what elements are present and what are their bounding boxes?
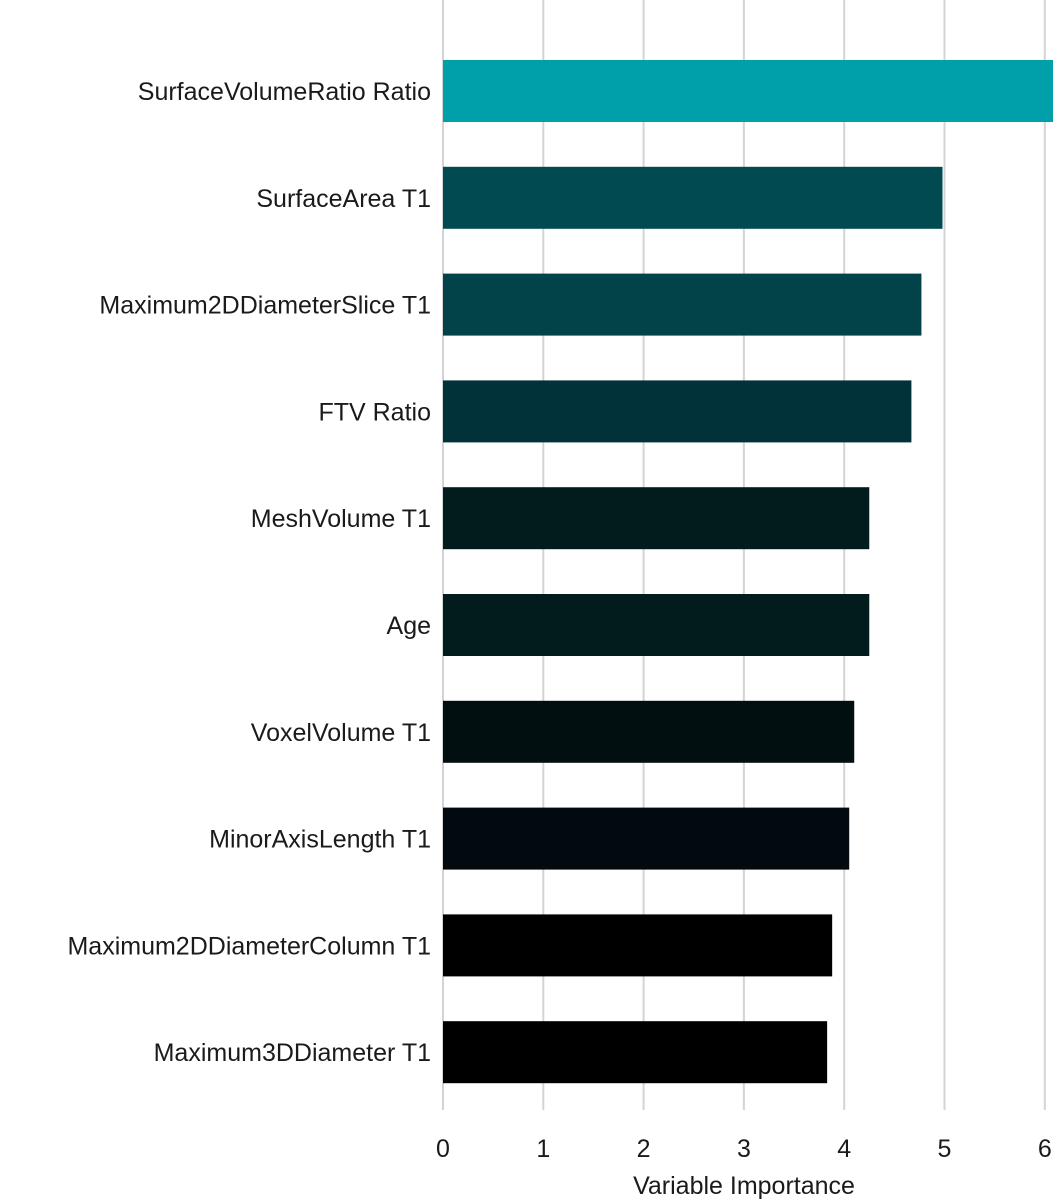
bar bbox=[443, 700, 855, 763]
bar bbox=[443, 807, 850, 870]
category-label: Age bbox=[387, 612, 431, 640]
x-tick-label: 0 bbox=[436, 1135, 450, 1163]
bar bbox=[443, 594, 870, 656]
bars bbox=[443, 60, 1053, 1084]
x-tick-label: 4 bbox=[837, 1135, 851, 1163]
x-tick-label: 2 bbox=[637, 1135, 651, 1163]
x-tick-label: 1 bbox=[536, 1135, 550, 1163]
category-label: Maximum2DDiameterSlice T1 bbox=[99, 292, 431, 320]
category-label: Maximum3DDiameter T1 bbox=[154, 1039, 431, 1067]
category-label: MeshVolume T1 bbox=[251, 505, 431, 533]
category-labels: SurfaceVolumeRatio Ratio SurfaceArea T1 Ma… bbox=[67, 78, 431, 1067]
bar bbox=[443, 380, 912, 443]
category-label: SurfaceArea T1 bbox=[256, 185, 431, 213]
category-label: Maximum2DDiameterColumn T1 bbox=[67, 932, 431, 960]
bar bbox=[443, 60, 1053, 122]
x-tick-labels: 0 1 2 3 4 5 6 bbox=[436, 1135, 1052, 1163]
x-axis-title: Variable Importance bbox=[633, 1172, 855, 1200]
category-label: FTV Ratio bbox=[318, 398, 431, 426]
bar bbox=[443, 1021, 828, 1084]
category-label: SurfaceVolumeRatio Ratio bbox=[138, 78, 431, 106]
category-label: MinorAxisLength T1 bbox=[209, 826, 431, 854]
bar bbox=[443, 487, 870, 550]
x-tick-label: 3 bbox=[737, 1135, 751, 1163]
x-tick-label: 6 bbox=[1038, 1135, 1052, 1163]
x-tick-label: 5 bbox=[938, 1135, 952, 1163]
category-label: VoxelVolume T1 bbox=[251, 719, 431, 747]
bar bbox=[443, 914, 833, 977]
bar bbox=[443, 166, 943, 229]
bar bbox=[443, 273, 922, 336]
